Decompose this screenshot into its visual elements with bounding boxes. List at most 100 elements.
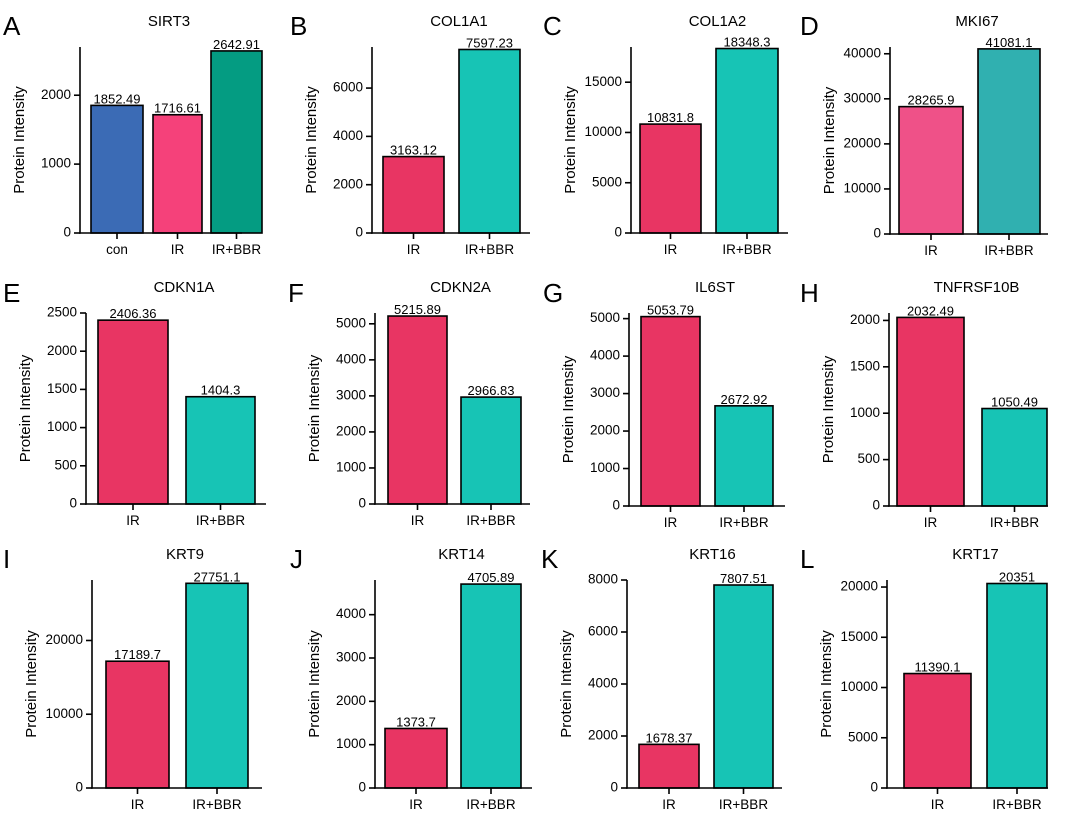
y-tick-label: 4000 xyxy=(336,606,366,621)
panel-a: A SIRT3 Protein Intensity 1852.49 con 1716.61… xyxy=(3,11,263,257)
data-label: 28265.9 xyxy=(908,93,955,108)
bar xyxy=(640,315,701,507)
y-tick-label: 2000 xyxy=(850,312,880,327)
y-tick-label: 1500 xyxy=(47,381,77,396)
data-label: 17189.7 xyxy=(114,647,161,662)
panel-letter: H xyxy=(800,278,819,308)
x-tick-label: IR+BBR xyxy=(719,797,768,812)
bar xyxy=(460,396,522,505)
bar xyxy=(977,48,1041,235)
bar xyxy=(97,319,169,505)
chart-title: KRT9 xyxy=(166,546,204,563)
y-tick-label: 500 xyxy=(54,457,77,472)
y-tick-label: 2000 xyxy=(333,176,363,191)
y-tick-label: 0 xyxy=(872,498,880,513)
data-label: 10831.8 xyxy=(647,110,694,125)
y-tick-label: 0 xyxy=(355,225,363,240)
bar xyxy=(105,660,170,789)
y-tick-label: 8000 xyxy=(588,572,618,587)
data-label: 20351 xyxy=(999,570,1035,585)
y-tick-label: 0 xyxy=(610,780,618,795)
panel-letter: F xyxy=(288,278,304,308)
bar xyxy=(903,672,972,789)
panel-letter: A xyxy=(3,11,21,41)
x-tick-label: IR+BBR xyxy=(196,513,245,528)
y-tick-label: 0 xyxy=(873,226,881,241)
bar xyxy=(152,113,203,234)
y-tick-label: 2000 xyxy=(47,343,77,358)
y-tick-label: 0 xyxy=(614,225,622,240)
chart-title: COL1A2 xyxy=(689,13,747,30)
x-tick-label: IR xyxy=(931,797,945,812)
y-tick-label: 30000 xyxy=(843,90,881,105)
y-tick-label: 1000 xyxy=(590,460,620,475)
panel-h: H TNFRSF10B Protein Intensity 2032.49 IR 1050… xyxy=(800,278,1048,530)
y-tick-label: 20000 xyxy=(843,135,881,150)
y-tick-label: 1500 xyxy=(850,358,880,373)
y-tick-label: 5000 xyxy=(848,729,878,744)
chart-title: CDKN1A xyxy=(154,279,215,296)
x-tick-label: IR+BBR xyxy=(719,515,768,530)
chart-title: KRT14 xyxy=(438,546,484,563)
data-label: 2672.92 xyxy=(721,392,768,407)
panel-g: G IL6ST Protein Intensity 5053.79 IR 2672.92 I… xyxy=(543,278,785,530)
data-label: 1373.7 xyxy=(396,714,436,729)
data-label: 18348.3 xyxy=(724,35,771,50)
x-tick-label: IR+BBR xyxy=(984,243,1033,258)
y-axis-label: Protein Intensity xyxy=(558,630,575,738)
data-label: 1852.49 xyxy=(94,91,141,106)
data-label: 3163.12 xyxy=(390,143,437,158)
bar xyxy=(638,743,700,789)
panel-letter: E xyxy=(3,278,20,308)
y-tick-label: 0 xyxy=(870,780,878,795)
chart-title: TNFRSF10B xyxy=(934,279,1020,296)
bar xyxy=(210,50,263,234)
chart-title: KRT16 xyxy=(689,546,735,563)
bar xyxy=(713,584,774,789)
y-tick-label: 10000 xyxy=(45,706,83,721)
x-tick-label: IR xyxy=(126,513,140,528)
panel-letter: C xyxy=(543,11,562,41)
y-tick-label: 0 xyxy=(75,780,83,795)
panel-l: L KRT17 Protein Intensity 11390.1 IR 20351 IR+… xyxy=(800,544,1048,812)
panel-e: E CDKN1A Protein Intensity 2406.36 IR 1404.3 I… xyxy=(3,278,266,528)
y-tick-label: 0 xyxy=(63,225,71,240)
bar xyxy=(715,47,779,234)
y-axis-label: Protein Intensity xyxy=(306,630,323,738)
bar xyxy=(896,316,965,507)
panel-i: I KRT9 Protein Intensity 17189.7 IR 27751.1 IR… xyxy=(3,544,262,812)
x-tick-label: IR+BBR xyxy=(465,242,514,257)
y-axis-label: Protein Intensity xyxy=(17,354,34,462)
x-tick-label: IR xyxy=(407,242,421,257)
y-tick-label: 5000 xyxy=(590,310,620,325)
panel-letter: G xyxy=(543,278,563,308)
x-tick-label: IR+BBR xyxy=(992,797,1041,812)
bar xyxy=(387,315,448,505)
y-tick-label: 4000 xyxy=(590,348,620,363)
data-label: 1678.37 xyxy=(646,730,693,745)
panel-letter: J xyxy=(290,544,303,574)
panel-letter: L xyxy=(800,544,814,574)
x-tick-label: IR+BBR xyxy=(466,513,515,528)
x-tick-label: IR xyxy=(411,513,425,528)
data-label: 7807.51 xyxy=(720,571,767,586)
y-tick-label: 4000 xyxy=(588,676,618,691)
x-tick-label: IR xyxy=(924,515,938,530)
y-tick-label: 4000 xyxy=(333,128,363,143)
y-tick-label: 10000 xyxy=(840,679,878,694)
data-label: 11390.1 xyxy=(914,660,960,675)
y-tick-label: 3000 xyxy=(336,650,366,665)
y-tick-label: 20000 xyxy=(840,579,878,594)
panel-k: K KRT16 Protein Intensity 1678.37 IR 7807.51 I… xyxy=(541,544,782,812)
bar xyxy=(90,104,144,234)
y-tick-label: 0 xyxy=(612,498,620,513)
y-axis-label: Protein Intensity xyxy=(562,86,579,194)
bar xyxy=(458,48,521,234)
chart-title: CDKN2A xyxy=(430,279,491,296)
x-tick-label: IR+BBR xyxy=(466,797,515,812)
y-tick-label: 0 xyxy=(69,496,77,511)
bar xyxy=(185,395,256,505)
y-tick-label: 2500 xyxy=(47,305,77,320)
data-label: 2032.49 xyxy=(907,303,954,318)
data-label: 27751.1 xyxy=(194,569,241,584)
